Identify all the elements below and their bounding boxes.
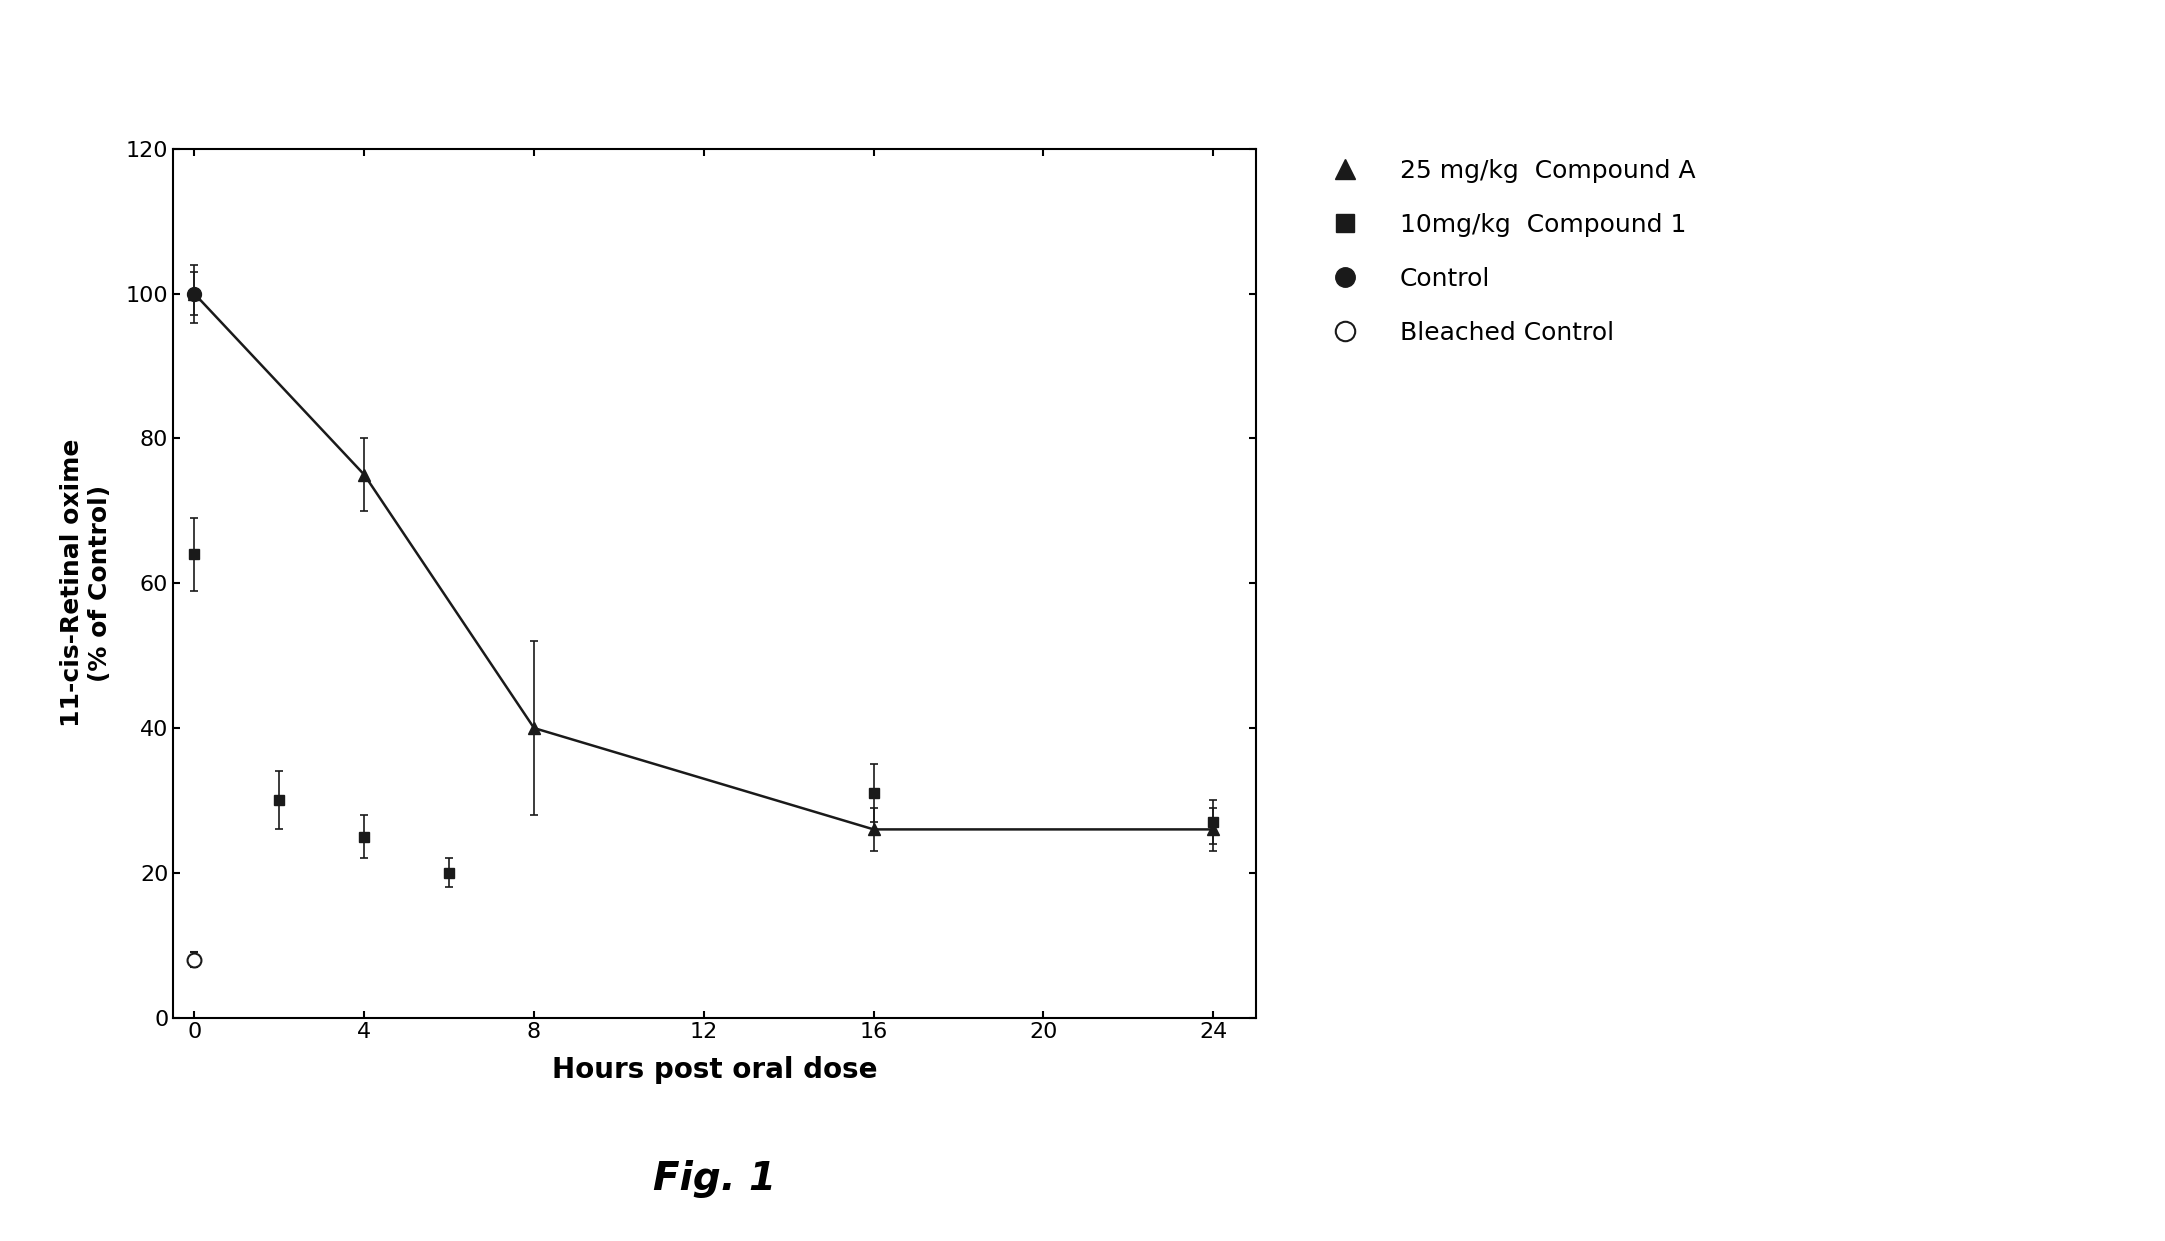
Legend: 25 mg/kg  Compound A, 10mg/kg  Compound 1, Control, Bleached Control: 25 mg/kg Compound A, 10mg/kg Compound 1,…	[1310, 149, 1706, 355]
Y-axis label: 11-cis-Retinal oxime
(% of Control): 11-cis-Retinal oxime (% of Control)	[61, 439, 113, 727]
X-axis label: Hours post oral dose: Hours post oral dose	[552, 1056, 877, 1085]
Text: Fig. 1: Fig. 1	[654, 1160, 775, 1198]
